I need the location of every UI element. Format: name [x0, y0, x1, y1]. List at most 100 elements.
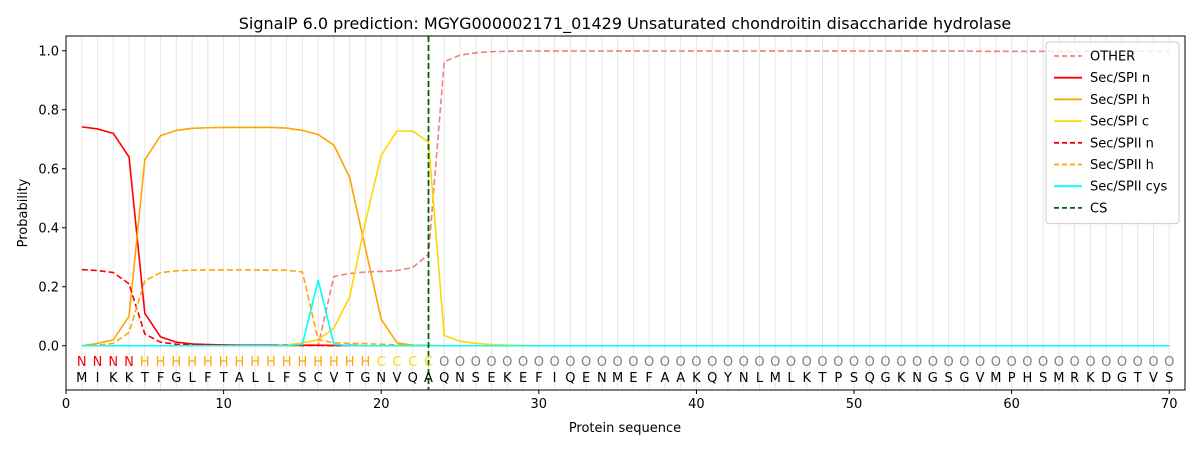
residue-label: P — [834, 371, 842, 386]
region-label: H — [361, 355, 371, 370]
residue-label: E — [582, 371, 590, 386]
residue-label: A — [676, 371, 685, 386]
region-label: N — [93, 355, 103, 370]
region-label: O — [770, 355, 780, 370]
region-label: O — [1007, 355, 1017, 370]
residue-label: K — [692, 371, 701, 386]
residue-label: K — [897, 371, 906, 386]
region-label: O — [486, 355, 496, 370]
region-label: O — [1054, 355, 1064, 370]
y-tick-label: 0.6 — [38, 162, 59, 177]
region-label: H — [187, 355, 197, 370]
legend-entry: Sec/SPI c — [1090, 115, 1149, 130]
residue-label: N — [597, 371, 607, 386]
region-label: N — [108, 355, 118, 370]
region-label: O — [660, 355, 670, 370]
region-label: O — [802, 355, 812, 370]
region-label: O — [1148, 355, 1158, 370]
residue-label: T — [1133, 371, 1142, 386]
residue-label: M — [612, 371, 623, 386]
residue-label: F — [157, 371, 164, 386]
region-label: O — [991, 355, 1001, 370]
residue-label: K — [802, 371, 811, 386]
residue-label: Q — [865, 371, 875, 386]
x-axis-label: Protein sequence — [569, 421, 681, 436]
region-label: H — [313, 355, 323, 370]
region-label: O — [849, 355, 859, 370]
region-label: O — [1022, 355, 1032, 370]
region-label: O — [502, 355, 512, 370]
residue-label: H — [1023, 371, 1033, 386]
region-label: C — [408, 355, 417, 370]
residue-label: L — [787, 371, 795, 386]
region-label: O — [754, 355, 764, 370]
residue-label: K — [109, 371, 118, 386]
residue-label: L — [756, 371, 764, 386]
legend-entry: Sec/SPI n — [1090, 71, 1150, 86]
residue-label: N — [455, 371, 465, 386]
x-tick-label: 70 — [1161, 397, 1178, 412]
region-label: O — [896, 355, 906, 370]
region-label: O — [1101, 355, 1111, 370]
region-label: O — [518, 355, 528, 370]
x-tick-label: 20 — [373, 397, 390, 412]
x-axis-ticks: 0 10 20 30 40 50 60 70 — [62, 390, 1178, 412]
residue-label: S — [472, 371, 480, 386]
residue-label: L — [252, 371, 260, 386]
region-label: H — [203, 355, 213, 370]
y-tick-label: 1.0 — [38, 44, 59, 59]
residue-label: G — [1117, 371, 1127, 386]
series-lines — [81, 50, 1170, 347]
region-label: H — [234, 355, 244, 370]
residue-label: K — [503, 371, 512, 386]
x-tick-label: 40 — [688, 397, 705, 412]
region-label: O — [1133, 355, 1143, 370]
region-label: O — [628, 355, 638, 370]
residue-label: V — [976, 371, 985, 386]
residue-label: Y — [723, 371, 732, 386]
residue-label: A — [424, 371, 433, 386]
region-label: O — [565, 355, 575, 370]
residue-label: M — [76, 371, 87, 386]
series-line-sec-spii-cys — [81, 279, 1170, 347]
chart-title: SignalP 6.0 prediction: MGYG000002171_01… — [239, 14, 1012, 34]
region-label: H — [171, 355, 181, 370]
region-label: O — [928, 355, 938, 370]
residue-label: S — [944, 371, 952, 386]
residue-label: S — [1165, 371, 1173, 386]
residue-label: G — [959, 371, 969, 386]
plot-frame — [65, 35, 1186, 391]
region-label: O — [1085, 355, 1095, 370]
region-label: O — [644, 355, 654, 370]
residue-label: R — [1070, 371, 1079, 386]
residue-label: N — [912, 371, 922, 386]
region-label: O — [1164, 355, 1174, 370]
residue-label: Q — [439, 371, 449, 386]
residue-label: A — [235, 371, 244, 386]
residue-label: S — [850, 371, 858, 386]
residue-label: T — [140, 371, 149, 386]
y-tick-label: 0.8 — [38, 103, 59, 118]
legend-entry: Sec/SPII cys — [1090, 180, 1168, 195]
residue-label: V — [393, 371, 402, 386]
residue-label: L — [267, 371, 275, 386]
region-label: O — [975, 355, 985, 370]
residue-label: E — [519, 371, 527, 386]
region-label: H — [219, 355, 229, 370]
legend-entry: Sec/SPI h — [1090, 93, 1150, 108]
residue-label: K — [1086, 371, 1095, 386]
residue-label: F — [645, 371, 652, 386]
residue-label: G — [928, 371, 938, 386]
residue-label: Q — [565, 371, 575, 386]
legend-entry: OTHER — [1090, 50, 1135, 65]
x-tick-label: 60 — [1003, 397, 1020, 412]
residue-label: S — [298, 371, 306, 386]
region-label: O — [549, 355, 559, 370]
region-label: H — [250, 355, 260, 370]
legend: OTHER Sec/SPI n Sec/SPI h Sec/SPI c Sec/SPII… — [1045, 41, 1180, 225]
residue-label: P — [1008, 371, 1016, 386]
region-label: H — [266, 355, 276, 370]
residue-label: G — [171, 371, 181, 386]
